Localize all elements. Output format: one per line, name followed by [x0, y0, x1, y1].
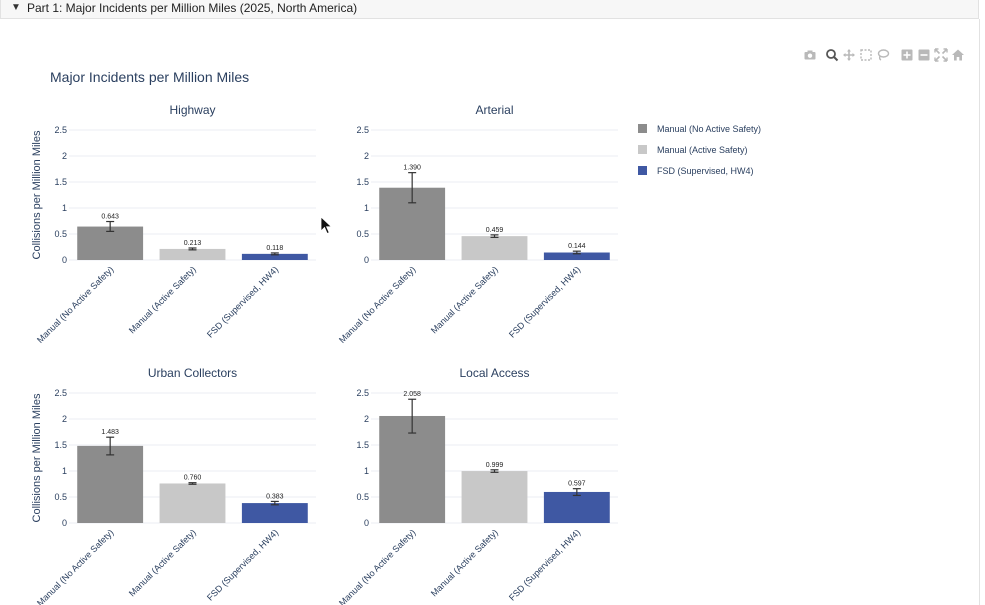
y-tick-label: 0: [62, 518, 67, 528]
y-tick-label: 1: [364, 203, 369, 213]
zoom-in-icon[interactable]: [900, 48, 914, 62]
mouse-cursor-icon: [320, 216, 333, 235]
chart-title: Major Incidents per Million Miles: [50, 69, 249, 85]
bar-value-label: 1.483: [101, 429, 119, 436]
camera-icon[interactable]: [803, 48, 817, 62]
bar-value-label: 0.597: [568, 481, 586, 488]
box-select-icon[interactable]: [859, 48, 873, 62]
lasso-icon[interactable]: [876, 48, 890, 62]
pan-icon[interactable]: [842, 48, 856, 62]
x-tick-label: FSD (Supervised, HW4): [205, 264, 280, 339]
y-tick-label: 2: [62, 414, 67, 424]
autoscale-icon[interactable]: [934, 48, 948, 62]
bar[interactable]: [241, 253, 308, 260]
zoom-icon[interactable]: [825, 48, 839, 62]
y-axis-label: Collisions per Million Miles: [31, 130, 43, 259]
disclosure-triangle-icon[interactable]: ▼: [11, 2, 21, 13]
bar[interactable]: [159, 483, 226, 523]
bar[interactable]: [461, 471, 528, 523]
legend-swatch[interactable]: [638, 166, 647, 175]
bar-value-label: 0.643: [101, 214, 119, 221]
y-tick-label: 2.5: [54, 125, 67, 135]
legend-swatch[interactable]: [638, 145, 647, 154]
y-tick-label: 2: [364, 414, 369, 424]
subplot-urban-collectors[interactable]: 0 0.5 1 1.5 2 2.5 Urban Collectors Collisions p…: [31, 366, 316, 605]
x-tick-label: FSD (Supervised, HW4): [507, 264, 582, 339]
y-tick-label: 0: [62, 255, 67, 265]
x-tick-label: Manual (No Active Safety): [337, 527, 418, 605]
y-tick-label: 1.5: [54, 177, 67, 187]
x-tick-label: Manual (Active Safety): [429, 264, 500, 335]
y-axis-label: Collisions per Million Miles: [31, 393, 43, 522]
subplot-title: Local Access: [459, 366, 529, 380]
subplot-highway[interactable]: 0 0.5 1 1.5 2 2.5 Highway Collisions per Millio…: [31, 103, 316, 345]
plot-modebar: [803, 48, 971, 64]
x-tick-label: Manual (Active Safety): [127, 264, 198, 335]
bar[interactable]: [543, 491, 610, 523]
y-tick-label: 2: [62, 151, 67, 161]
bar[interactable]: [543, 252, 610, 260]
reset-axes-icon[interactable]: [951, 48, 965, 62]
x-tick-label: Manual (Active Safety): [127, 527, 198, 598]
y-tick-label: 1: [62, 203, 67, 213]
subplot-title: Urban Collectors: [148, 366, 237, 380]
bar-value-label: 0.144: [568, 243, 586, 250]
x-tick-label: FSD (Supervised, HW4): [507, 527, 582, 602]
bar[interactable]: [77, 226, 144, 260]
legend-label[interactable]: Manual (No Active Safety): [657, 124, 761, 134]
section-summary[interactable]: Part 1: Major Incidents per Million Mile…: [27, 1, 358, 15]
legend-label[interactable]: Manual (Active Safety): [657, 145, 748, 155]
x-tick-label: Manual (No Active Safety): [35, 264, 116, 345]
subplot-local-access[interactable]: 0 0.5 1 1.5 2 2.5 Local Access 2.058 Manual (No …: [337, 366, 618, 605]
x-tick-label: Manual (No Active Safety): [337, 264, 418, 345]
y-tick-label: 2.5: [356, 388, 369, 398]
bar-value-label: 0.999: [486, 462, 504, 469]
bar[interactable]: [241, 503, 308, 523]
bar-value-label: 0.760: [184, 475, 202, 482]
legend[interactable]: Manual (No Active Safety) Manual (Active …: [638, 124, 761, 176]
y-tick-label: 1: [62, 466, 67, 476]
x-tick-label: Manual (No Active Safety): [35, 527, 116, 605]
bar[interactable]: [461, 236, 528, 260]
container-right-border: [979, 19, 980, 605]
y-tick-label: 1.5: [54, 440, 67, 450]
y-tick-label: 0.5: [54, 229, 67, 239]
y-tick-label: 0: [364, 518, 369, 528]
y-tick-label: 0: [364, 255, 369, 265]
y-tick-label: 1: [364, 466, 369, 476]
y-tick-label: 2.5: [54, 388, 67, 398]
zoom-out-icon[interactable]: [917, 48, 931, 62]
y-tick-label: 2: [364, 151, 369, 161]
bar-value-label: 0.118: [266, 245, 283, 252]
bar-value-label: 0.383: [266, 493, 284, 500]
x-tick-label: FSD (Supervised, HW4): [205, 527, 280, 602]
bar[interactable]: [159, 248, 226, 260]
legend-swatch[interactable]: [638, 124, 647, 133]
bar-value-label: 1.390: [403, 165, 421, 172]
bar[interactable]: [379, 415, 446, 523]
y-tick-label: 0.5: [54, 492, 67, 502]
subplot-title: Arterial: [475, 103, 513, 117]
y-tick-label: 0.5: [356, 492, 369, 502]
legend-label[interactable]: FSD (Supervised, HW4): [657, 166, 754, 176]
x-tick-label: Manual (Active Safety): [429, 527, 500, 598]
section-disclosure[interactable]: ▼ Part 1: Major Incidents per Million Mi…: [0, 0, 979, 19]
bar-value-label: 2.058: [403, 391, 421, 398]
subplot-title: Highway: [169, 103, 215, 117]
subplot-arterial[interactable]: 0 0.5 1 1.5 2 2.5 Arterial 1.390 Manual (No Acti…: [337, 103, 618, 345]
bar[interactable]: [77, 445, 144, 523]
y-tick-label: 2.5: [356, 125, 369, 135]
y-tick-label: 0.5: [356, 229, 369, 239]
bar-value-label: 0.213: [184, 240, 202, 247]
bar-value-label: 0.459: [486, 227, 504, 234]
y-tick-label: 1.5: [356, 177, 369, 187]
y-tick-label: 1.5: [356, 440, 369, 450]
